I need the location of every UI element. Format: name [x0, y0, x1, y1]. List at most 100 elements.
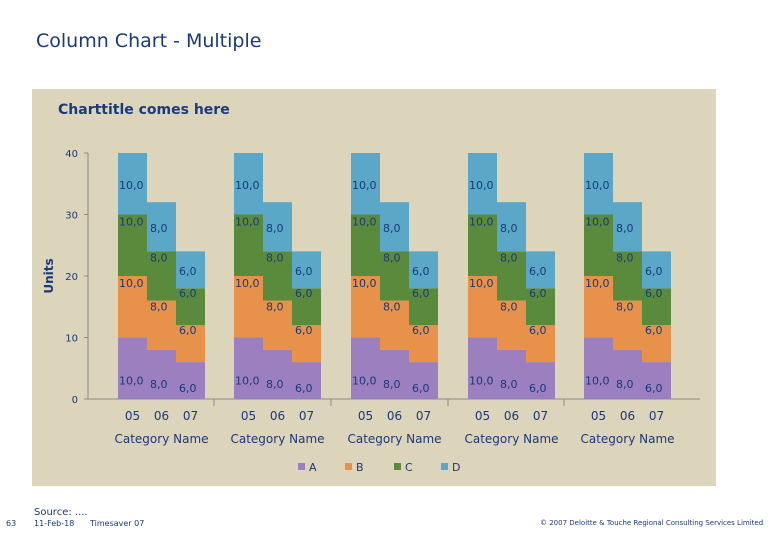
data-label-B: 8,0	[383, 301, 401, 314]
legend-swatch-C	[394, 463, 401, 470]
data-label-D: 10,0	[119, 179, 144, 192]
x-tick-label: 05	[591, 409, 606, 423]
bar-segment-D	[263, 202, 292, 252]
data-label-C: 6,0	[412, 287, 430, 300]
footer-date: 11-Feb-18	[34, 519, 75, 528]
data-label-B: 6,0	[295, 324, 313, 337]
bar-segment-A	[584, 337, 613, 399]
data-label-A: 10,0	[119, 375, 144, 388]
data-label-B: 10,0	[352, 277, 377, 290]
data-label-C: 10,0	[469, 216, 494, 229]
data-label-D: 10,0	[585, 179, 610, 192]
legend-label-B: B	[356, 461, 364, 474]
bar-segment-A	[147, 349, 176, 399]
bar-segment-A	[497, 349, 526, 399]
x-group-label: Category Name	[347, 432, 441, 446]
legend-label-D: D	[452, 461, 460, 474]
data-label-C: 6,0	[645, 287, 663, 300]
y-tick-label: 40	[65, 149, 78, 160]
x-tick-label: 07	[533, 409, 548, 423]
bar-segment-D	[176, 251, 205, 289]
x-tick-label: 06	[387, 409, 402, 423]
data-label-C: 8,0	[500, 251, 518, 264]
x-group-label: Category Name	[230, 432, 324, 446]
bar-segment-A	[409, 362, 438, 399]
bar-segment-A	[642, 362, 671, 399]
data-label-D: 8,0	[383, 222, 401, 235]
data-label-D: 10,0	[235, 179, 260, 192]
bar-segment-A	[292, 362, 321, 399]
bar-segment-B	[176, 325, 205, 363]
y-tick-label: 20	[65, 272, 78, 283]
data-label-D: 8,0	[500, 222, 518, 235]
data-label-C: 8,0	[266, 251, 284, 264]
bar-segment-B	[380, 300, 409, 350]
bar-segment-B	[526, 325, 555, 363]
bar-segment-A	[234, 337, 263, 399]
legend-swatch-D	[441, 463, 448, 470]
data-label-A: 8,0	[266, 378, 284, 391]
bar-segment-B	[118, 276, 147, 338]
x-tick-label: 06	[154, 409, 169, 423]
data-label-B: 10,0	[235, 277, 260, 290]
y-tick-label: 10	[65, 334, 78, 345]
data-label-A: 10,0	[469, 375, 494, 388]
bar-segment-C	[468, 214, 497, 276]
bar-segment-C	[642, 288, 671, 326]
legend-swatch-A	[298, 463, 305, 470]
footer-product: Timesaver 07	[90, 519, 145, 528]
data-label-C: 10,0	[119, 216, 144, 229]
data-label-B: 10,0	[585, 277, 610, 290]
bar-segment-D	[409, 251, 438, 289]
bar-segment-D	[351, 153, 380, 215]
data-label-A: 6,0	[179, 382, 197, 395]
bar-segment-B	[351, 276, 380, 338]
bar-segment-D	[380, 202, 409, 252]
bar-segment-A	[351, 337, 380, 399]
page-title: Column Chart - Multiple	[36, 30, 262, 52]
data-label-A: 6,0	[645, 382, 663, 395]
bar-segment-B	[584, 276, 613, 338]
x-tick-label: 07	[299, 409, 314, 423]
bar-segment-C	[292, 288, 321, 326]
data-label-C: 8,0	[150, 251, 168, 264]
data-label-D: 8,0	[150, 222, 168, 235]
data-label-A: 10,0	[235, 375, 260, 388]
bar-segment-C	[176, 288, 205, 326]
data-label-A: 6,0	[412, 382, 430, 395]
data-label-D: 8,0	[266, 222, 284, 235]
x-group-label: Category Name	[464, 432, 558, 446]
data-label-A: 10,0	[352, 375, 377, 388]
bar-segment-C	[351, 214, 380, 276]
bar-segment-D	[584, 153, 613, 215]
data-label-A: 8,0	[150, 378, 168, 391]
bar-segment-D	[147, 202, 176, 252]
data-label-C: 6,0	[295, 287, 313, 300]
bar-segment-A	[526, 362, 555, 399]
data-label-A: 6,0	[529, 382, 547, 395]
x-tick-label: 07	[183, 409, 198, 423]
bar-segment-A	[263, 349, 292, 399]
x-tick-label: 05	[241, 409, 256, 423]
data-label-B: 8,0	[150, 301, 168, 314]
data-label-B: 6,0	[645, 324, 663, 337]
legend-label-C: C	[405, 461, 413, 474]
bar-segment-C	[613, 251, 642, 301]
data-label-D: 6,0	[645, 265, 663, 278]
bar-segment-C	[409, 288, 438, 326]
bar-segment-D	[118, 153, 147, 215]
bar-segment-B	[147, 300, 176, 350]
x-tick-label: 05	[125, 409, 140, 423]
data-label-B: 10,0	[469, 277, 494, 290]
data-label-C: 6,0	[529, 287, 547, 300]
data-label-B: 8,0	[500, 301, 518, 314]
data-label-D: 6,0	[412, 265, 430, 278]
bar-segment-A	[380, 349, 409, 399]
bar-segment-B	[234, 276, 263, 338]
data-label-B: 6,0	[529, 324, 547, 337]
data-label-B: 8,0	[616, 301, 634, 314]
data-label-D: 6,0	[179, 265, 197, 278]
bar-segment-B	[613, 300, 642, 350]
x-tick-label: 07	[649, 409, 664, 423]
x-tick-label: 07	[416, 409, 431, 423]
